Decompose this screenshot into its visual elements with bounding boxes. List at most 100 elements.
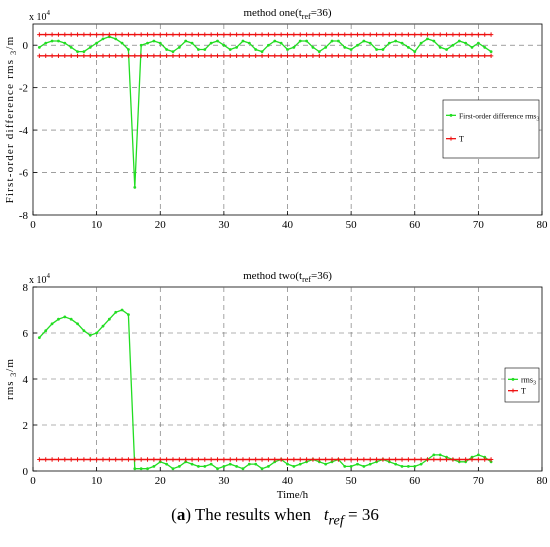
data-point (177, 32, 182, 37)
data-point (356, 462, 359, 466)
data-point (43, 53, 48, 59)
data-point (189, 457, 195, 462)
data-point (76, 50, 79, 53)
data-point (323, 457, 328, 462)
x-tick-label: 40 (282, 475, 294, 487)
data-point (120, 308, 124, 312)
data-point (476, 32, 481, 37)
data-point (418, 53, 424, 59)
data-point (273, 39, 277, 43)
data-point (375, 460, 378, 464)
data-point (183, 32, 188, 37)
data-point (336, 32, 341, 37)
data-point (62, 32, 68, 37)
data-point (235, 45, 239, 49)
data-point (63, 41, 67, 45)
data-point (368, 457, 373, 462)
data-point (464, 41, 468, 45)
data-point (387, 53, 392, 59)
data-point (438, 45, 442, 49)
x-tick-label: 80 (537, 475, 549, 487)
data-point (197, 48, 200, 51)
data-point (177, 45, 181, 49)
data-point (356, 43, 359, 47)
data-point (406, 457, 411, 462)
data-point (406, 32, 411, 37)
data-point (88, 32, 93, 37)
data-point (62, 457, 68, 462)
x-tick-label: 10 (91, 475, 103, 487)
data-point (451, 43, 455, 47)
caption-value: = 36 (348, 505, 379, 524)
data-point (399, 53, 405, 59)
data-point (426, 37, 429, 41)
y-tick-label: 6 (23, 328, 29, 340)
data-point (209, 462, 213, 466)
data-point (119, 457, 125, 462)
data-point (81, 53, 87, 59)
data-point (76, 322, 79, 326)
data-point (222, 465, 226, 468)
data-point (196, 32, 201, 37)
data-point (380, 32, 386, 37)
data-point (81, 457, 87, 462)
exponent-power: 4 (47, 272, 51, 280)
data-point (57, 317, 60, 321)
data-point (221, 32, 227, 37)
data-point (450, 32, 456, 37)
data-point (82, 50, 86, 53)
caption-subscript: ref (328, 512, 344, 529)
data-point (400, 41, 404, 45)
data-point (94, 53, 99, 59)
legend-marker (511, 377, 515, 381)
data-point (488, 32, 494, 37)
data-point (145, 53, 150, 59)
legend-label-sub: 3 (536, 116, 539, 122)
data-point (317, 50, 321, 53)
data-point (457, 39, 461, 43)
data-point (126, 53, 131, 59)
data-point (393, 32, 398, 37)
x-tick-label: 30 (218, 219, 230, 231)
data-point (63, 315, 67, 319)
data-point (450, 53, 456, 59)
legend: First-order difference rms3 T (442, 99, 539, 159)
data-point (126, 32, 131, 37)
data-point (43, 457, 48, 462)
y-axis-label: First-order difference rms 3/m (4, 36, 18, 204)
data-point (37, 45, 41, 49)
data-point (329, 32, 335, 37)
data-point (412, 53, 417, 59)
data-point (113, 53, 118, 59)
data-point (101, 37, 105, 41)
data-point (37, 336, 41, 339)
data-point (266, 53, 271, 59)
data-point (291, 32, 297, 37)
data-point (266, 32, 271, 37)
data-point (44, 41, 48, 45)
x-tick-label: 60 (409, 475, 421, 487)
data-point (387, 460, 391, 464)
data-point (145, 457, 150, 462)
data-point (254, 462, 258, 466)
data-point (348, 32, 354, 37)
data-point (272, 457, 277, 462)
y-tick-label: 4 (23, 374, 29, 386)
data-point (216, 467, 219, 471)
data-point (183, 457, 188, 462)
data-point (445, 455, 448, 459)
data-point (348, 457, 354, 462)
data-point (488, 457, 494, 462)
data-point (208, 32, 214, 37)
data-point (413, 465, 417, 468)
chart-title-sub: ref (302, 12, 311, 21)
exponent-power: 4 (47, 9, 51, 17)
data-point (50, 322, 54, 326)
data-point (425, 53, 430, 59)
data-point (82, 329, 86, 333)
data-point (215, 457, 220, 462)
data-point (463, 53, 468, 59)
data-point (375, 48, 378, 51)
data-point (349, 48, 353, 51)
